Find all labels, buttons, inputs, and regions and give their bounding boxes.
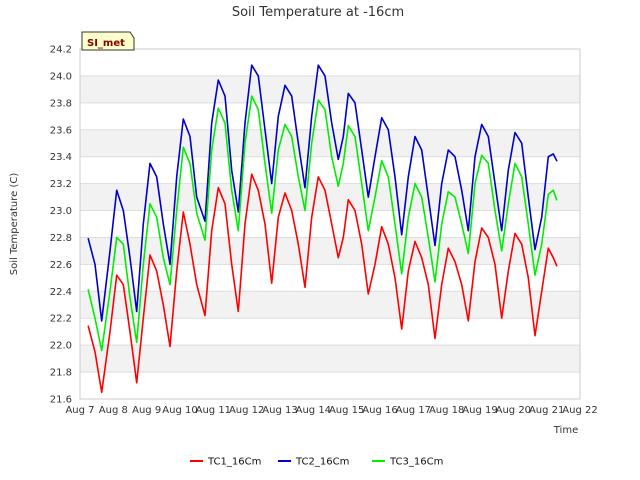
x-tick-label: Aug 12 xyxy=(229,405,264,416)
series-lines xyxy=(87,64,558,394)
badge: SI_met xyxy=(81,31,135,51)
series-line-tc1-16cm xyxy=(87,173,558,394)
y-tick-label: 23.2 xyxy=(50,179,72,190)
x-tick-label: Aug 20 xyxy=(496,405,531,416)
y-tick-label: 22.4 xyxy=(50,287,72,298)
x-tick-label: Aug 13 xyxy=(262,405,297,416)
legend-label-tc1-16cm: TC1_16Cm xyxy=(207,457,261,468)
x-axis-title: Time xyxy=(553,425,578,436)
x-tick-label: Aug 15 xyxy=(329,405,364,416)
chart-title: Soil Temperature at -16cm xyxy=(232,5,404,20)
series-line-tc2-16cm xyxy=(87,64,558,322)
y-tick-label: 23.8 xyxy=(50,98,72,109)
y-tick-label: 22.8 xyxy=(50,233,72,244)
x-tick-label: Aug 16 xyxy=(362,405,397,416)
series-line-tc3-16cm xyxy=(87,95,558,352)
x-tick-label: Aug 9 xyxy=(132,405,161,416)
y-tick-label: 21.8 xyxy=(50,368,72,379)
y-tick-label: 24.0 xyxy=(50,71,72,82)
legend: TC1_16Cm TC2_16Cm TC3_16Cm xyxy=(190,457,443,468)
legend-label-tc3-16cm: TC3_16Cm xyxy=(389,457,443,468)
x-tick-label: Aug 19 xyxy=(462,405,497,416)
y-tick-label: 23.4 xyxy=(50,152,72,163)
y-tick-label: 24.2 xyxy=(50,45,72,56)
y-tick-label: 22.0 xyxy=(50,341,72,352)
x-tick-label: Aug 21 xyxy=(529,405,564,416)
y-axis-ticks: 21.6 21.8 22.0 22.2 22.4 22.6 22.8 23.0 23.2 23.4… xyxy=(50,45,72,406)
x-tick-label: Aug 18 xyxy=(429,405,464,416)
plot-area xyxy=(79,48,581,400)
y-axis-title: Soil Temperature (C) xyxy=(9,173,20,276)
y-tick-label: 23.0 xyxy=(50,206,72,217)
x-tick-label: Aug 22 xyxy=(562,405,597,416)
legend-label-tc2-16cm: TC2_16Cm xyxy=(295,457,349,468)
x-tick-label: Aug 14 xyxy=(296,405,331,416)
x-tick-label: Aug 17 xyxy=(396,405,431,416)
grid-band xyxy=(80,75,580,103)
x-tick-label: Aug 11 xyxy=(196,405,231,416)
y-tick-label: 22.6 xyxy=(50,260,72,271)
grid-band xyxy=(80,237,580,265)
y-tick-label: 22.2 xyxy=(50,314,72,325)
x-tick-label: Aug 8 xyxy=(99,405,128,416)
x-tick-label: Aug 7 xyxy=(65,405,94,416)
x-tick-label: Aug 10 xyxy=(162,405,197,416)
badge-shape xyxy=(81,31,135,51)
badge-label: SI_met xyxy=(87,38,125,49)
y-tick-label: 21.6 xyxy=(50,395,72,406)
grid-band xyxy=(80,345,580,373)
y-tick-label: 23.6 xyxy=(50,125,72,136)
